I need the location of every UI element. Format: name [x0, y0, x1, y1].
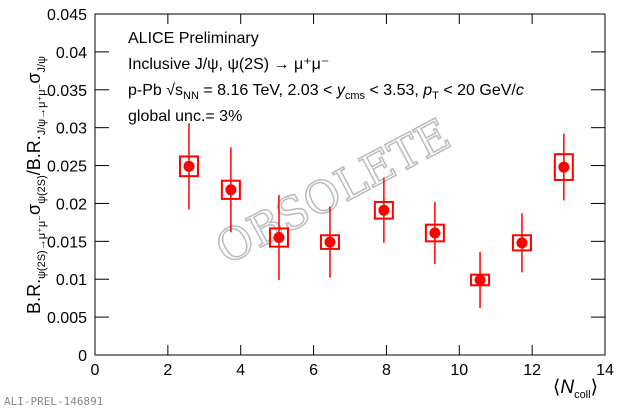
x-tick-label: 14	[596, 362, 614, 379]
annotation-part: s	[175, 82, 183, 99]
x-tick-label: 4	[236, 362, 245, 379]
y-label-part: σ	[24, 72, 44, 83]
annotation: ALICE Preliminary	[128, 30, 259, 47]
y-tick-label: 0.025	[47, 159, 87, 176]
x-label-part: coll	[574, 389, 591, 401]
x-tick-label: 10	[450, 362, 468, 379]
x-label-part: ⟨	[553, 377, 560, 398]
x-tick-label: 12	[523, 362, 541, 379]
annotation-part: < 20 GeV/	[439, 82, 516, 99]
annotation-part: NN	[183, 90, 199, 102]
y-tick-label: 0.045	[47, 7, 87, 24]
sys-error-box	[220, 179, 241, 200]
data-point	[324, 236, 336, 248]
x-tick-label: 0	[91, 362, 100, 379]
sys-error-box	[511, 234, 532, 252]
y-tick-label: 0.03	[56, 121, 87, 138]
x-tick-label: 6	[309, 362, 318, 379]
y-axis-label: B.R.ψ(2S)→μ⁺μ⁻σψ(2S)/B.R.J/ψ→μ⁺μ⁻σJ/ψ	[24, 56, 48, 314]
sys-error-box	[178, 155, 199, 178]
annotation-part: = 8.16 TeV, 2.03 <	[199, 82, 337, 99]
sys-error-box	[319, 234, 340, 250]
annotation-part: p	[422, 82, 432, 99]
x-label-part: ⟩	[591, 377, 598, 398]
y-label-part: ψ(2S)→μ⁺μ⁻	[36, 215, 48, 279]
data-point	[183, 160, 195, 172]
y-tick-label: 0.04	[56, 45, 87, 62]
watermark: OBSOLETE	[208, 109, 459, 275]
annotation: p-Pb √sNN = 8.16 TeV, 2.03 < ycms < 3.53…	[128, 82, 524, 102]
data-point	[273, 232, 285, 244]
y-label-part: J/ψ→μ⁺μ⁻	[36, 83, 48, 135]
annotation-part: cms	[345, 90, 366, 102]
sys-error-box	[268, 227, 289, 248]
annotation: Inclusive J/ψ, ψ(2S) → μ⁺μ⁻	[128, 56, 329, 73]
annotation: global unc.= 3%	[128, 108, 242, 125]
annotation-part: T	[432, 90, 439, 102]
data-point	[516, 237, 528, 249]
sys-error-box	[373, 200, 394, 220]
sys-error-box	[553, 153, 574, 181]
annotation-part: c	[516, 82, 524, 99]
footer: ALI-PREL-146891	[4, 395, 103, 408]
x-axis-label: ⟨Ncoll⟩	[553, 377, 598, 401]
annotation-part: < 3.53,	[365, 82, 423, 99]
y-tick-label: 0.015	[47, 234, 87, 251]
data-point	[474, 274, 486, 286]
data-point	[558, 161, 570, 173]
x-label-part: N	[560, 377, 574, 398]
annotation-part: y	[336, 82, 346, 99]
annotation-part: p-Pb √	[128, 82, 175, 99]
y-label-part: σ	[24, 204, 44, 215]
x-tick-label: 8	[382, 362, 391, 379]
data-point	[378, 204, 390, 216]
y-label-part: J/ψ	[36, 56, 48, 73]
data-point	[429, 227, 441, 239]
y-tick-label: 0.02	[56, 196, 87, 213]
y-label-part: B.R.	[24, 279, 44, 314]
x-tick-label: 2	[163, 362, 172, 379]
data-point	[225, 184, 237, 196]
y-tick-label: 0.005	[47, 310, 87, 327]
y-label-part: ψ(2S)	[36, 175, 48, 204]
sys-error-box	[424, 223, 445, 243]
y-tick-label: 0.01	[56, 272, 87, 289]
plot-frame	[94, 13, 606, 356]
y-tick-label: 0	[78, 348, 87, 365]
y-tick-label: 0.035	[47, 83, 87, 100]
y-label-part: /B.R.	[24, 135, 44, 175]
